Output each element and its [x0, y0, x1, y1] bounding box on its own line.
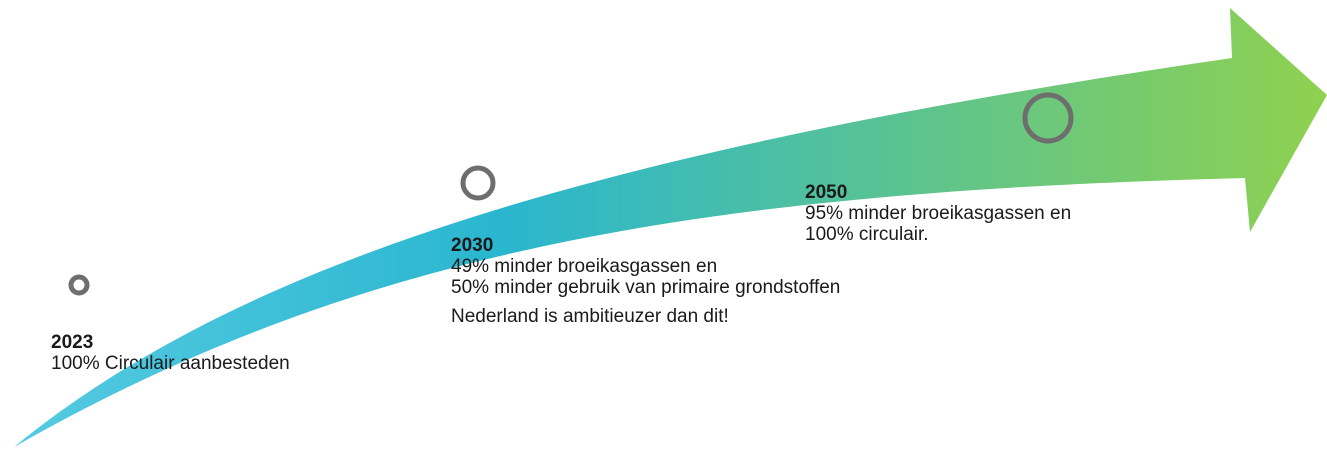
milestone-description: 50% minder gebruik van primaire grondsto… — [451, 277, 841, 298]
milestone-note: Nederland is ambitieuzer dan dit! — [451, 306, 729, 327]
milestone-description: 100% circulair. — [805, 224, 929, 245]
milestone-description: 95% minder broeikasgassen en — [805, 203, 1072, 224]
milestone-year: 2023 — [51, 332, 94, 353]
milestone-2023: 2023 100% Circulair aanbesteden — [51, 332, 290, 374]
milestone-year: 2030 — [451, 235, 494, 256]
milestone-marker-2050 — [1022, 92, 1074, 144]
milestone-description: 100% Circulair aanbesteden — [51, 353, 290, 374]
milestone-marker-2030 — [460, 165, 496, 201]
milestone-description: 49% minder broeikasgassen en — [451, 256, 718, 277]
milestone-marker-2023 — [68, 274, 90, 296]
milestone-year: 2050 — [805, 182, 848, 203]
milestone-2030: 2030 49% minder broeikasgassen en 50% mi… — [451, 235, 840, 327]
arrow-shape — [14, 8, 1327, 447]
milestone-2050: 2050 95% minder broeikasgassen en 100% c… — [805, 182, 1071, 245]
